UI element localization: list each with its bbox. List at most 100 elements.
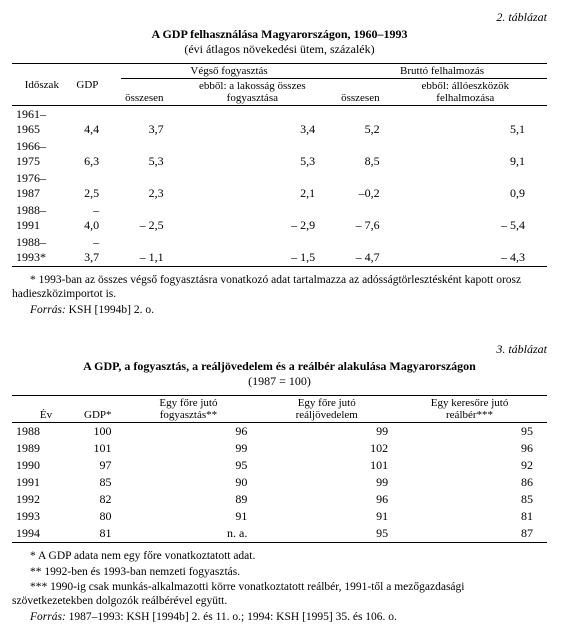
cell: 9,1 [402, 138, 547, 170]
t2-source-text: KSH [1994b] 2. o. [66, 304, 154, 316]
t3-note1: * A GDP adata nem egy főre vonatkoztatot… [12, 549, 547, 563]
cell: 1989 [12, 440, 80, 457]
cell: 0,9 [402, 170, 547, 202]
table2-label: 2. táblázat [12, 10, 547, 25]
t2-h-inv-fixed: ebből: állóeszközök felhalmozása [402, 79, 547, 106]
cell: 1966–1975 [12, 138, 72, 170]
t2-h-cons-hh: ebből: a lakosság összes fogyasztása [186, 79, 338, 106]
t3-source-text: 1987–1993: KSH [1994b] 2. és 11. o.; 199… [66, 611, 397, 623]
cell: 99 [126, 440, 262, 457]
cell: 2,1 [186, 170, 338, 202]
t3-note2: ** 1992-ben és 1993-ban nemzeti fogyaszt… [12, 565, 547, 579]
t2-h-gdp: GDP [72, 64, 121, 106]
table-row: 1988–1991– 4,0– 2,5– 2,9– 7,6– 5,4 [12, 202, 547, 234]
table-row: 1966–19756,35,35,38,59,1 [12, 138, 547, 170]
table2-subtitle: (évi átlagos növekedési ütem, százalék) [12, 42, 547, 57]
cell: 6,3 [72, 138, 121, 170]
cell: 3,7 [121, 106, 186, 139]
cell: – 1,1 [121, 234, 186, 267]
cell: 1990 [12, 457, 80, 474]
cell: 101 [261, 457, 402, 474]
table-row: 1990979510192 [12, 457, 547, 474]
t3-source-label: Forrás: [30, 611, 66, 623]
cell: 5,2 [337, 106, 402, 139]
cell: 85 [80, 474, 126, 491]
cell: – 2,9 [186, 202, 338, 234]
t2-h-cons: Végső fogyasztás [121, 64, 337, 79]
t2-h-inv-total: összesen [337, 79, 402, 106]
cell: n. a. [126, 525, 262, 543]
cell: 1992 [12, 491, 80, 508]
t3-h-wage: Egy keresőre jutó reálbér*** [402, 396, 547, 423]
cell: 1993 [12, 508, 80, 525]
cell: 81 [80, 525, 126, 543]
table-row: 199185909986 [12, 474, 547, 491]
cell: 95 [261, 525, 402, 543]
cell: 95 [126, 457, 262, 474]
cell: 1976–1987 [12, 170, 72, 202]
table2-notes: * 1993-ban az összes végső fogyasztásra … [12, 273, 547, 317]
cell: 5,1 [402, 106, 547, 139]
table3-notes: * A GDP adata nem egy főre vonatkoztatot… [12, 549, 547, 624]
cell: 101 [80, 440, 126, 457]
t3-source: Forrás: 1987–1993: KSH [1994b] 2. és 11.… [12, 610, 547, 624]
table3-title: A GDP, a fogyasztás, a reáljövedelem és … [12, 359, 547, 374]
cell: 85 [402, 491, 547, 508]
table2-title: A GDP felhasználása Magyarországon, 1960… [12, 27, 547, 42]
cell: 86 [402, 474, 547, 491]
t3-h-cons: Egy főre jutó fogyasztás** [126, 396, 262, 423]
cell: 80 [80, 508, 126, 525]
cell: 96 [126, 423, 262, 441]
t2-h-period: Időszak [12, 64, 72, 106]
cell: 5,3 [121, 138, 186, 170]
table-row: 1988–1993*– 3,7– 1,1– 1,5– 4,7– 4,3 [12, 234, 547, 267]
cell: – 7,6 [337, 202, 402, 234]
cell: 99 [261, 474, 402, 491]
cell: 1961–1965 [12, 106, 72, 139]
cell: 99 [261, 423, 402, 441]
cell: 87 [402, 525, 547, 543]
cell: – 5,4 [402, 202, 547, 234]
t3-note3: *** 1990-ig csak munkás-alkalmazotti kör… [12, 580, 547, 609]
t2-h-cons-total: összesen [121, 79, 186, 106]
cell: 1988–1993* [12, 234, 72, 267]
t3-h-inc: Egy főre jutó reáljövedelem [261, 396, 402, 423]
cell: 91 [261, 508, 402, 525]
cell: 97 [80, 457, 126, 474]
cell: 92 [402, 457, 547, 474]
table-row: 1961–19654,43,73,45,25,1 [12, 106, 547, 139]
table-row: 199380919181 [12, 508, 547, 525]
cell: 89 [126, 491, 262, 508]
t3-h-year: Év [12, 396, 80, 423]
cell: – 4,0 [72, 202, 121, 234]
table-row: 1976–19872,52,32,1–0,20,9 [12, 170, 547, 202]
cell: 1994 [12, 525, 80, 543]
cell: 3,4 [186, 106, 338, 139]
cell: – 1,5 [186, 234, 338, 267]
cell: 5,3 [186, 138, 338, 170]
cell: 1988 [12, 423, 80, 441]
cell: 100 [80, 423, 126, 441]
t3-h-gdp: GDP* [80, 396, 126, 423]
table3-label: 3. táblázat [12, 342, 547, 357]
t2-source: Forrás: KSH [1994b] 2. o. [12, 303, 547, 317]
table-row: 19891019910296 [12, 440, 547, 457]
cell: –0,2 [337, 170, 402, 202]
cell: 2,3 [121, 170, 186, 202]
cell: 96 [402, 440, 547, 457]
cell: 4,4 [72, 106, 121, 139]
cell: 1991 [12, 474, 80, 491]
table-row: 1988100969995 [12, 423, 547, 441]
cell: – 2,5 [121, 202, 186, 234]
cell: – 3,7 [72, 234, 121, 267]
cell: 102 [261, 440, 402, 457]
table2: Időszak GDP Végső fogyasztás Bruttó felh… [12, 63, 547, 267]
cell: 95 [402, 423, 547, 441]
cell: 91 [126, 508, 262, 525]
t2-h-inv: Bruttó felhalmozás [337, 64, 547, 79]
cell: 1988–1991 [12, 202, 72, 234]
cell: 81 [402, 508, 547, 525]
t2-source-label: Forrás: [30, 304, 66, 316]
cell: 96 [261, 491, 402, 508]
cell: – 4,7 [337, 234, 402, 267]
